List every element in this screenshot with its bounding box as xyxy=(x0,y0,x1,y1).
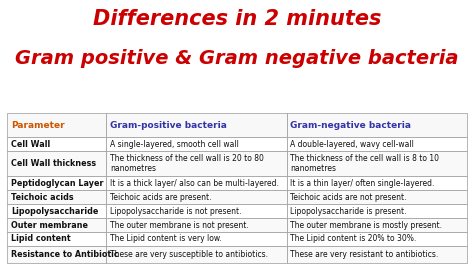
Text: The Lipid content is 20% to 30%.: The Lipid content is 20% to 30%. xyxy=(291,234,417,243)
Text: The outer membrane is mostly present.: The outer membrane is mostly present. xyxy=(291,221,442,230)
Text: It is a thick layer/ also can be multi-layered.: It is a thick layer/ also can be multi-l… xyxy=(110,178,279,188)
Bar xyxy=(7,204,106,218)
Text: Lipopolysaccharide is present.: Lipopolysaccharide is present. xyxy=(291,207,407,216)
Text: Gram positive & Gram negative bacteria: Gram positive & Gram negative bacteria xyxy=(15,49,459,68)
Bar xyxy=(287,190,467,204)
Text: The thickness of the cell wall is 20 to 80
nanometres: The thickness of the cell wall is 20 to … xyxy=(110,154,264,173)
Bar xyxy=(7,151,106,176)
Text: Teichoic acids are present.: Teichoic acids are present. xyxy=(110,193,211,202)
Text: Teichoic acids are not present.: Teichoic acids are not present. xyxy=(291,193,407,202)
Bar xyxy=(106,246,287,263)
Text: Lipopolysaccharide is not present.: Lipopolysaccharide is not present. xyxy=(110,207,241,216)
Bar xyxy=(287,151,467,176)
Text: A double-layered, wavy cell-wall: A double-layered, wavy cell-wall xyxy=(291,140,414,149)
Text: Gram-positive bacteria: Gram-positive bacteria xyxy=(110,121,227,130)
Text: Differences in 2 minutes: Differences in 2 minutes xyxy=(93,9,381,29)
Text: Teichoic acids: Teichoic acids xyxy=(11,193,73,202)
Text: Outer membrane: Outer membrane xyxy=(11,221,88,230)
Text: The thickness of the cell wall is 8 to 10
nanometres: The thickness of the cell wall is 8 to 1… xyxy=(291,154,439,173)
Text: Gram-negative bacteria: Gram-negative bacteria xyxy=(291,121,411,130)
Text: Parameter: Parameter xyxy=(11,121,64,130)
Bar xyxy=(287,137,467,151)
Text: The outer membrane is not present.: The outer membrane is not present. xyxy=(110,221,248,230)
Text: A single-layered, smooth cell wall: A single-layered, smooth cell wall xyxy=(110,140,238,149)
Bar xyxy=(106,113,287,137)
Bar xyxy=(106,176,287,190)
Bar xyxy=(7,176,106,190)
Text: These are very resistant to antibiotics.: These are very resistant to antibiotics. xyxy=(291,250,439,259)
Text: Cell Wall: Cell Wall xyxy=(11,140,50,149)
Bar xyxy=(287,218,467,232)
Bar xyxy=(287,232,467,246)
Bar xyxy=(106,137,287,151)
Bar xyxy=(287,204,467,218)
Bar xyxy=(7,232,106,246)
Text: Peptidoglycan Layer: Peptidoglycan Layer xyxy=(11,178,103,188)
Bar xyxy=(287,113,467,137)
Bar xyxy=(7,246,106,263)
Bar xyxy=(7,113,106,137)
Bar xyxy=(287,176,467,190)
Text: Lipid content: Lipid content xyxy=(11,234,71,243)
Bar xyxy=(106,190,287,204)
Text: Resistance to Antibiotic: Resistance to Antibiotic xyxy=(11,250,118,259)
Text: The Lipid content is very low.: The Lipid content is very low. xyxy=(110,234,221,243)
Text: It is a thin layer/ often single-layered.: It is a thin layer/ often single-layered… xyxy=(291,178,435,188)
Text: These are very susceptible to antibiotics.: These are very susceptible to antibiotic… xyxy=(110,250,268,259)
Bar xyxy=(106,151,287,176)
Bar xyxy=(7,137,106,151)
Text: Cell Wall thickness: Cell Wall thickness xyxy=(11,159,96,168)
Bar xyxy=(7,190,106,204)
Bar xyxy=(7,218,106,232)
Text: Lipopolysaccharide: Lipopolysaccharide xyxy=(11,207,98,216)
Bar xyxy=(106,204,287,218)
Bar xyxy=(287,246,467,263)
Bar xyxy=(106,232,287,246)
Bar xyxy=(106,218,287,232)
